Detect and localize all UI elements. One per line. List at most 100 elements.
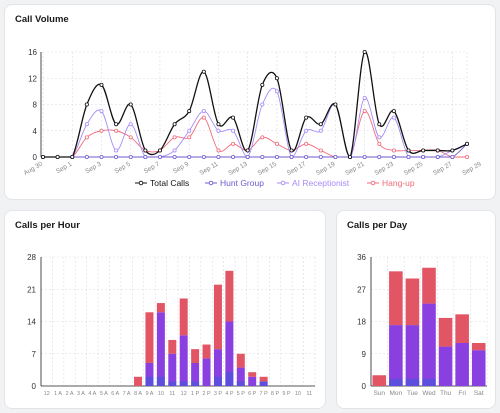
- data-point-total-calls: [201, 69, 206, 74]
- bar-segment-blue: [179, 381, 188, 386]
- bar-segment-red: [471, 343, 486, 351]
- legend-label-hang-up: Hang-up: [382, 178, 415, 188]
- y-tick-label: 7: [32, 350, 37, 359]
- data-point-total-calls: [333, 102, 338, 107]
- data-point-total-calls: [348, 154, 353, 159]
- data-point-hunt-group: [421, 154, 426, 159]
- data-point-total-calls: [406, 148, 411, 153]
- x-tick-label: 10: [295, 391, 301, 397]
- x-tick-label: Fri: [458, 390, 466, 397]
- data-point-ai-receptionist: [304, 128, 309, 133]
- x-tick-label: 6 A: [111, 391, 119, 397]
- data-point-hang-up: [391, 148, 396, 153]
- data-point-hunt-group: [289, 154, 294, 159]
- data-point-total-calls: [172, 122, 177, 127]
- data-point-total-calls: [41, 154, 46, 159]
- bar-segment-blue: [156, 376, 165, 386]
- bar-segment-purple: [179, 335, 188, 386]
- calls-per-day-chart: 0 9 18 27 36 Sun Mon Tue Wed Thu Fri Sat: [357, 253, 488, 397]
- bar-segment-purple: [422, 303, 436, 386]
- x-tick-label: Sep 5: [114, 160, 133, 175]
- bar-segment-red: [248, 372, 257, 377]
- y-tick-label: 36: [357, 253, 366, 262]
- data-point-hunt-group: [450, 154, 455, 159]
- data-point-ai-receptionist: [362, 95, 367, 100]
- bar-segment-purple: [213, 349, 222, 386]
- calls-per-day-card: Calls per Day 0 9 18 27 36 Sun Mon Tue Wed Thu Fri…: [336, 210, 496, 409]
- x-tick-label: Sep 29: [461, 160, 483, 177]
- bar-segment-purple: [455, 343, 469, 386]
- data-point-total-calls: [274, 76, 279, 81]
- data-point-total-calls: [289, 148, 294, 153]
- data-point-ai-receptionist: [260, 102, 265, 107]
- bar-segment-purple: [389, 325, 403, 386]
- bar-segment-red: [422, 267, 436, 304]
- bar-segment-purple: [225, 321, 234, 386]
- data-point-hunt-group: [231, 154, 236, 159]
- data-point-hunt-group: [201, 154, 206, 159]
- data-point-total-calls: [99, 82, 104, 87]
- data-point-hang-up: [99, 128, 104, 133]
- x-tick-label: 8 A: [134, 391, 142, 397]
- x-tick-label: Sep 13: [227, 160, 249, 177]
- data-point-hunt-group: [260, 154, 265, 159]
- y-tick-label: 28: [27, 253, 36, 262]
- bar-segment-blue: [422, 378, 436, 386]
- x-tick-label: 7 P: [259, 391, 268, 397]
- bar-segment-purple: [405, 325, 420, 386]
- data-point-ai-receptionist: [99, 109, 104, 114]
- x-tick-label: 8 P: [271, 391, 280, 397]
- bar-segment-red: [213, 284, 222, 350]
- legend-marker-total-calls: [138, 180, 144, 186]
- data-point-hang-up: [377, 141, 382, 146]
- bar-segment-purple: [236, 367, 245, 386]
- data-point-ai-receptionist: [231, 128, 236, 133]
- x-tick-label: 9 P: [282, 391, 291, 397]
- bar-segment-blue: [145, 376, 154, 386]
- data-point-hunt-group: [377, 154, 382, 159]
- x-tick-label: Sep 3: [84, 160, 103, 175]
- bar-segment-blue: [389, 378, 403, 386]
- data-point-hang-up: [231, 141, 236, 146]
- data-point-ai-receptionist: [187, 128, 192, 133]
- bar-segment-red: [455, 314, 469, 343]
- data-point-total-calls: [304, 115, 309, 120]
- bar-segment-red: [202, 344, 211, 359]
- data-point-ai-receptionist: [201, 109, 206, 114]
- call-volume-card: Call Volume 0 4 8 12 16 Aug 30 Sep 1 Sep 3 Sep 5…: [4, 4, 496, 200]
- data-point-total-calls: [435, 148, 440, 153]
- x-tick-label: 5 P: [237, 391, 246, 397]
- data-point-hunt-group: [99, 154, 104, 159]
- bar-segment-purple: [168, 353, 177, 386]
- x-tick-label: Sep 25: [403, 160, 425, 177]
- x-tick-label: 5 A: [100, 391, 108, 397]
- data-point-ai-receptionist: [274, 89, 279, 94]
- y-tick-label: 16: [28, 48, 37, 57]
- data-point-total-calls: [464, 141, 469, 146]
- data-point-hunt-group: [128, 154, 133, 159]
- data-point-total-calls: [187, 109, 192, 114]
- call-volume-title: Call Volume: [15, 14, 69, 25]
- data-point-hang-up: [128, 135, 133, 140]
- bar-segment-blue: [213, 376, 222, 386]
- data-point-hunt-group: [435, 154, 440, 159]
- x-tick-label: 10: [158, 391, 164, 397]
- legend-label-ai-receptionist: AI Receptionist: [292, 178, 350, 188]
- bar-segment-blue: [259, 381, 268, 386]
- bar-segment-red: [156, 303, 165, 313]
- bar-segment-red: [134, 376, 143, 386]
- bar-segment-red: [438, 317, 453, 347]
- y-tick-label: 0: [33, 153, 38, 162]
- bar-segment-blue: [405, 378, 420, 386]
- x-tick-label: 4 P: [225, 391, 234, 397]
- legend-marker-hang-up: [370, 180, 376, 186]
- data-point-total-calls: [377, 122, 382, 127]
- x-tick-label: Sep 21: [344, 160, 366, 177]
- data-point-total-calls: [70, 154, 75, 159]
- data-point-ai-receptionist: [377, 135, 382, 140]
- y-tick-label: 21: [27, 285, 36, 294]
- bar-segment-red: [191, 349, 200, 363]
- data-point-ai-receptionist: [172, 148, 177, 153]
- x-tick-label: Sep 23: [374, 160, 396, 177]
- bar-segment-red: [389, 271, 403, 326]
